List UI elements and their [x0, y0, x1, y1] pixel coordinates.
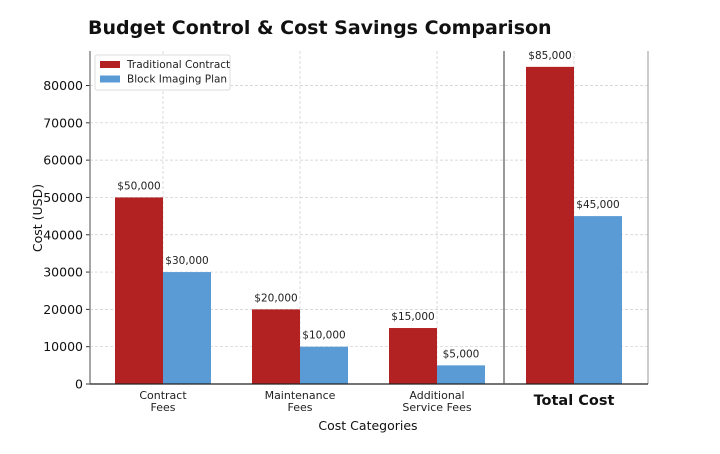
bars: $50,000 $20,000 $15,000 $85,000 $30,000 $10,0… [115, 50, 622, 384]
y-tick-label: 70000 [43, 115, 83, 130]
bar-traditional [389, 328, 437, 384]
y-tick-label: 10000 [43, 339, 83, 354]
legend-swatch [100, 75, 120, 83]
data-label: $50,000 [117, 180, 160, 192]
y-tick-label: 40000 [43, 227, 83, 242]
data-label: $85,000 [528, 50, 571, 62]
y-tick-label: 20000 [43, 302, 83, 317]
data-label: $5,000 [443, 348, 480, 360]
axes: 0 10000 20000 30000 40000 50000 60000 70000 8000… [43, 51, 649, 414]
x-tick-label: Contract [139, 389, 187, 402]
data-label: $10,000 [302, 330, 345, 342]
legend-label: Block Imaging Plan [127, 74, 227, 86]
y-tick-label: 80000 [43, 78, 83, 93]
bar-block-imaging [574, 216, 622, 384]
x-tick-label: Maintenance [265, 389, 336, 402]
y-tick-label: 50000 [43, 190, 83, 205]
bar-block-imaging [163, 272, 211, 384]
legend: Traditional Contract Block Imaging Plan [94, 54, 231, 91]
bar-traditional [252, 309, 300, 384]
legend-swatch [100, 61, 120, 68]
x-tick-label: Fees [151, 401, 176, 414]
data-label: $30,000 [165, 255, 208, 267]
legend-label: Traditional Contract [126, 59, 230, 71]
data-label: $20,000 [254, 292, 297, 304]
x-tick-label: Service Fees [402, 401, 471, 414]
data-label: $45,000 [576, 199, 619, 211]
x-tick-label-total: Total Cost [534, 393, 615, 409]
y-tick-label: 30000 [43, 265, 83, 280]
legend-box [94, 54, 231, 91]
bar-traditional [526, 66, 574, 384]
chart-title: Budget Control & Cost Savings Comparison [88, 17, 552, 39]
x-tick-label: Fees [288, 401, 313, 414]
bar-block-imaging [437, 365, 485, 384]
y-tick-label: 60000 [43, 153, 83, 168]
data-label: $15,000 [391, 311, 434, 323]
x-axis-label: Cost Categories [318, 418, 417, 433]
x-tick-label: Additional [409, 389, 464, 402]
y-tick-label: 0 [75, 377, 83, 392]
bar-block-imaging [300, 346, 348, 384]
bar-traditional [115, 197, 163, 384]
y-axis-label: Cost (USD) [30, 184, 45, 252]
